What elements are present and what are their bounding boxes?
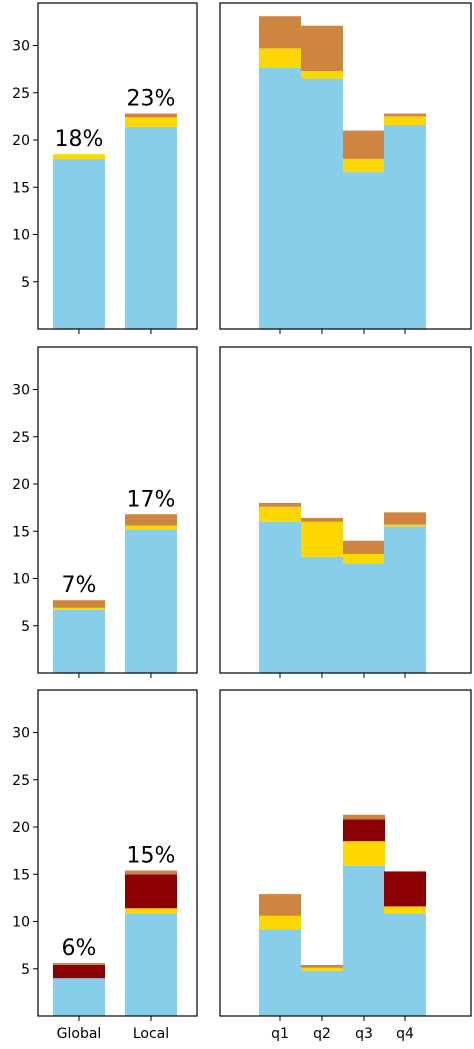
axes-frame <box>37 689 198 1017</box>
bar-segment-q1-s3 <box>259 502 301 507</box>
bar-segment-local-s0 <box>125 529 177 673</box>
bar-segment-q2-s1 <box>301 967 343 971</box>
bar-segment-q3-s1 <box>343 553 385 564</box>
bar-label-local: 17% <box>127 487 176 512</box>
y-tick-label: 25 <box>12 86 30 102</box>
bar-segment-q1-s0 <box>259 521 301 673</box>
bar-segment-local-s2 <box>125 874 177 909</box>
bar-segment-q3-s0 <box>343 563 385 673</box>
bar-segment-local-s1 <box>125 525 177 530</box>
bar-segment-global-s3 <box>53 600 105 608</box>
bar-segment-q1-s0 <box>259 67 301 330</box>
bar-segment-q2-s0 <box>301 970 343 1016</box>
panel-0-left: 18% 23% 5 10 15 20 25 30 <box>12 2 198 334</box>
panel-2-left: 6% 15% 5 10 15 20 25 30 Global Local <box>12 689 198 1042</box>
bar-segment-local-s1 <box>125 908 177 914</box>
y-tick-label: 5 <box>21 619 30 635</box>
bar-segment-q3-s0 <box>343 172 385 329</box>
bar-segment-local-s3 <box>125 870 177 875</box>
bar-segment-q1-s0 <box>259 929 301 1016</box>
y-tick-label: 5 <box>21 962 30 978</box>
bar-segment-global-s3 <box>53 963 105 965</box>
bar-segment-global-s0 <box>53 609 105 673</box>
bar-segment-local-s3 <box>125 113 177 118</box>
bar-segment-global-s1 <box>53 154 105 159</box>
bar-label-global: 6% <box>62 936 97 961</box>
bar-segment-q1-s1 <box>259 48 301 68</box>
bar-segment-q4-s1 <box>384 116 426 125</box>
bar-segment-global-s1 <box>53 607 105 610</box>
bar-segment-local-s0 <box>125 126 177 329</box>
axes-frame <box>219 689 472 1017</box>
y-tick-label: 25 <box>12 773 30 789</box>
bar-segment-q3-s2 <box>343 819 385 842</box>
y-tick-label: 20 <box>12 820 30 836</box>
y-tick-label: 20 <box>12 133 30 149</box>
bar-segment-q1-s1 <box>259 915 301 930</box>
bar-segment-q1-s3 <box>259 16 301 49</box>
bar-segment-q1-s3 <box>259 894 301 916</box>
axes-frame <box>37 346 198 674</box>
y-tick-label: 10 <box>12 915 30 931</box>
bar-segment-q4-s0 <box>384 526 426 673</box>
bar-segment-q2-s0 <box>301 556 343 673</box>
panel-2-right: q1 q2 q3 q4 <box>219 689 472 1042</box>
bar-label-local: 23% <box>127 87 176 112</box>
y-tick-label: 15 <box>12 180 30 196</box>
bar-segment-q3-s1 <box>343 158 385 173</box>
y-tick-label: 30 <box>12 39 30 55</box>
bar-segment-q2-s3 <box>301 25 343 72</box>
bar-segment-local-s3 <box>125 514 177 526</box>
y-tick-label: 20 <box>12 477 30 493</box>
bar-label-local: 15% <box>127 843 176 868</box>
bar-segment-q2-s3 <box>301 518 343 522</box>
bar-label-global: 7% <box>62 573 97 598</box>
y-tick-label: 10 <box>12 228 30 244</box>
y-tick-label: 5 <box>21 275 30 291</box>
y-tick-label: 30 <box>12 726 30 742</box>
y-tick-label: 30 <box>12 383 30 399</box>
x-tick-label-q1: q1 <box>271 1026 289 1042</box>
bar-segment-local-s1 <box>125 117 177 127</box>
bar-segment-global-s0 <box>53 158 105 329</box>
y-tick-label: 25 <box>12 430 30 446</box>
x-tick-label-local: Local <box>133 1026 169 1042</box>
x-tick-label-q3: q3 <box>355 1026 373 1042</box>
bar-segment-q3-s0 <box>343 865 385 1016</box>
axes-frame <box>219 346 472 674</box>
bar-segment-global-s0 <box>53 978 105 1016</box>
bar-segment-local-s0 <box>125 913 177 1016</box>
bar-label-global: 18% <box>55 127 104 152</box>
axes-frame <box>37 2 198 330</box>
bar-segment-q2-s0 <box>301 78 343 329</box>
bar-segment-q3-s3 <box>343 814 385 820</box>
bar-segment-q4-s3 <box>384 113 426 117</box>
bar-segment-q4-s0 <box>384 124 426 329</box>
y-tick-label: 15 <box>12 524 30 540</box>
bar-segment-q4-s1 <box>384 524 426 527</box>
y-tick-label: 10 <box>12 572 30 588</box>
bar-segment-q4-s3 <box>384 512 426 525</box>
bar-segment-q4-s2 <box>384 871 426 907</box>
panel-1-left: 7% 17% 5 10 15 20 25 30 <box>12 346 198 678</box>
panel-1-right <box>219 346 472 678</box>
bar-segment-q3-s3 <box>343 540 385 554</box>
axes-frame <box>219 2 472 330</box>
x-tick-label-q4: q4 <box>396 1026 414 1042</box>
bar-segment-q2-s1 <box>301 521 343 557</box>
bar-segment-q4-s0 <box>384 913 426 1016</box>
x-tick-label-q2: q2 <box>313 1026 331 1042</box>
bar-segment-q3-s1 <box>343 841 385 866</box>
x-tick-label-global: Global <box>57 1026 102 1042</box>
bar-segment-q1-s1 <box>259 506 301 522</box>
panel-0-right <box>219 2 472 334</box>
y-tick-label: 15 <box>12 867 30 883</box>
bar-segment-q2-s3 <box>301 964 343 968</box>
bar-segment-q2-s1 <box>301 71 343 79</box>
bar-segment-q3-s3 <box>343 130 385 159</box>
bar-segment-q4-s1 <box>384 906 426 914</box>
bar-segment-global-s2 <box>53 964 105 979</box>
